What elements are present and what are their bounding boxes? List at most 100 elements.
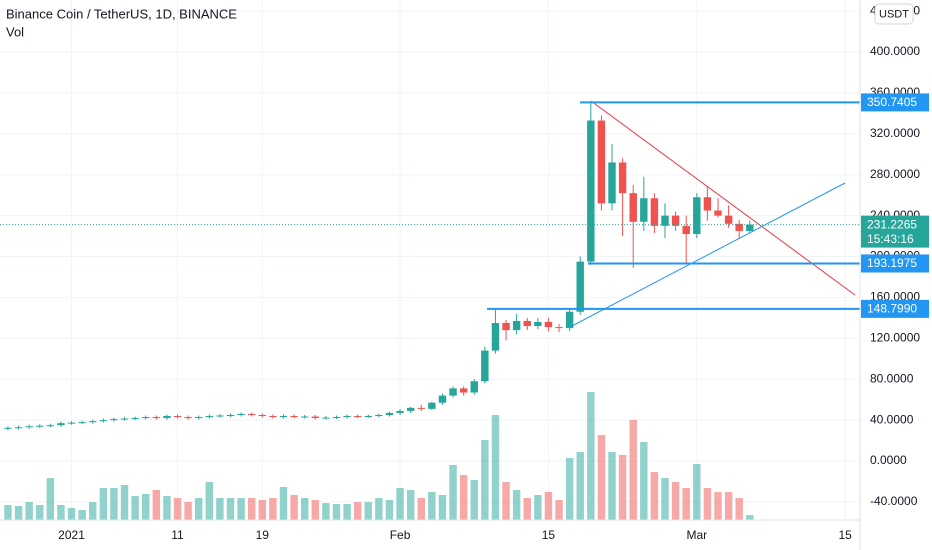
volume-bar	[375, 498, 383, 520]
candle-body	[650, 198, 659, 226]
volume-bar	[650, 472, 659, 520]
volume-bar	[523, 498, 531, 520]
volume-bar	[735, 498, 743, 520]
candle-body	[205, 416, 214, 418]
volume-bar	[205, 482, 214, 520]
candle-body	[311, 416, 319, 419]
candle-body	[343, 416, 351, 418]
volume-bar	[640, 442, 648, 520]
y-tick-label: 400.0000	[870, 44, 920, 58]
candle-body	[661, 215, 669, 226]
volume-bar	[428, 492, 436, 520]
volume-bar	[194, 498, 203, 520]
volume-bar	[322, 503, 330, 520]
candle-body	[565, 311, 574, 329]
volume-bar	[512, 490, 521, 520]
candle-body	[67, 422, 76, 424]
currency-button[interactable]	[874, 3, 914, 25]
volume-bar	[449, 465, 457, 520]
volume-bar	[364, 502, 372, 520]
candle-body	[491, 322, 500, 351]
candle-body	[14, 427, 23, 429]
candle-body	[481, 350, 489, 382]
currency-label[interactable]: USDT	[879, 8, 909, 20]
candle-body	[120, 418, 129, 420]
volume-bar	[46, 478, 55, 520]
volume-bar	[618, 455, 627, 520]
candle-body	[555, 327, 563, 329]
volume-bar	[608, 452, 616, 520]
candle-body	[618, 162, 627, 194]
candle-body	[671, 215, 680, 226]
volume-bar	[152, 490, 161, 520]
candle-body	[131, 418, 139, 420]
volume-bar	[671, 482, 680, 520]
last-price-label: 231.2265	[867, 217, 917, 231]
volume-bar	[14, 506, 23, 520]
candle-body	[512, 320, 521, 331]
volume-bar	[67, 508, 76, 520]
candle-body	[152, 417, 161, 419]
candle-body	[406, 407, 415, 411]
x-tick-label: 19	[256, 528, 270, 542]
volume-bar	[502, 482, 510, 520]
volume-bar	[724, 492, 733, 520]
candle-body	[724, 215, 733, 224]
volume-bar	[173, 498, 182, 520]
candle-body	[216, 415, 224, 417]
volume-bar	[57, 505, 65, 520]
level-layer	[0, 101, 860, 310]
volume-bar	[89, 502, 97, 520]
volume-bar	[216, 498, 224, 520]
volume-bar	[714, 492, 722, 520]
candle-body	[89, 421, 97, 423]
candle-body	[693, 197, 701, 235]
y-tick-label: -40.0000	[870, 494, 918, 508]
volume-bar	[629, 420, 637, 520]
x-tick-label: 15	[542, 528, 556, 542]
volume-bar	[110, 488, 118, 520]
candle-body	[364, 416, 372, 418]
grid	[0, 0, 860, 520]
volume-bar	[343, 504, 351, 520]
candle-body	[703, 197, 712, 211]
candle-body	[449, 388, 457, 396]
volume-bar	[534, 495, 542, 520]
volume-bar	[163, 496, 171, 520]
candle-body	[173, 416, 182, 418]
candle-body	[523, 320, 531, 327]
chart-title: Binance Coin / TetherUS, 1D, BINANCE	[6, 6, 237, 21]
volume-bar	[406, 490, 415, 520]
candle-body	[322, 417, 330, 419]
candle-body	[57, 423, 65, 426]
volume-bar	[703, 488, 712, 520]
candle-body	[640, 198, 648, 222]
volume-bar	[587, 392, 595, 520]
candle-layer	[4, 102, 754, 431]
volume-bar	[353, 502, 362, 520]
candle-body	[36, 425, 44, 427]
x-tick-label: 11	[171, 528, 184, 542]
candle-body	[46, 425, 55, 427]
candle-body	[417, 407, 425, 409]
x-tick-label: Mar	[686, 528, 707, 542]
volume-bar	[385, 500, 394, 520]
candle-body	[290, 416, 298, 418]
volume-bar	[332, 504, 341, 520]
candle-body	[459, 388, 468, 393]
volume-bar	[470, 480, 478, 520]
volume-bar	[237, 498, 245, 520]
candle-body	[300, 416, 309, 418]
volume-bar	[269, 498, 277, 520]
volume-bar	[279, 487, 288, 520]
candle-body	[226, 414, 235, 416]
candle-body	[4, 427, 12, 429]
volume-bar	[99, 488, 108, 520]
candle-body	[502, 322, 510, 331]
candle-body	[534, 321, 542, 327]
volume-bar	[247, 498, 256, 520]
candle-body	[385, 412, 394, 415]
countdown-label: 15:43:16	[867, 232, 914, 246]
candle-body	[99, 420, 108, 422]
candle-body	[142, 417, 150, 419]
